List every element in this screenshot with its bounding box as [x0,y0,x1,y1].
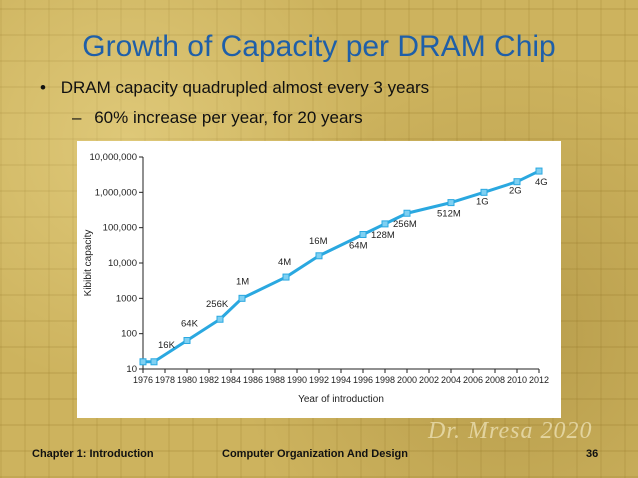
footer-chapter: Chapter 1: Introduction [32,448,154,460]
y-tick-label: 100 [121,329,137,340]
x-tick-label: 2004 [441,375,461,385]
footer-course: Computer Organization And Design [222,448,408,460]
y-tick-label: 1,000,000 [95,187,137,198]
x-tick-label: 1996 [353,375,373,385]
data-point-marker [315,252,323,260]
data-point-marker [359,231,367,239]
slide-title: Growth of Capacity per DRAM Chip [82,30,556,63]
bullet-2-marker: – [72,108,82,127]
x-tick-label: 2008 [485,375,505,385]
x-tick-label: 2010 [507,375,527,385]
x-tick-label: 1980 [177,375,197,385]
data-point-label: 4G [535,177,548,188]
data-point-label: 512M [437,209,461,220]
y-tick-label: 10,000 [108,258,137,269]
bullet-1-text: DRAM capacity quadrupled almost every 3 … [60,78,430,97]
x-tick-label: 1982 [199,375,219,385]
x-axis-label: Year of introduction [298,394,384,405]
x-tick-label: 1984 [221,375,241,385]
data-point-marker [282,273,290,281]
data-point-marker [381,220,389,228]
data-point-label: 128M [371,230,395,241]
y-tick-label: 10 [126,364,137,375]
data-point-marker [183,337,191,345]
data-point-marker [403,209,411,217]
data-point-label: 16M [309,236,328,247]
y-tick-label: 100,000 [103,223,137,234]
x-tick-label: 1986 [243,375,263,385]
data-point-label: 2G [509,186,522,197]
x-tick-label: 1976 [133,375,153,385]
data-point-marker [447,199,455,207]
data-point-marker [216,315,224,323]
x-tick-label: 2000 [397,375,417,385]
x-tick-label: 2002 [419,375,439,385]
data-point-marker [139,358,147,366]
dram-capacity-chart: 10 100 1000 10,000 100,000 1,000,000 10,000,00… [83,152,549,405]
footer-page-number: 36 [586,448,599,460]
series-line [141,169,541,364]
data-point-marker [150,358,158,366]
y-tick-label: 1000 [116,293,137,304]
x-tick-label: 1988 [265,375,285,385]
data-point-marker [535,167,543,175]
bullet-1-marker: • [40,78,46,97]
bullet-1: • DRAM capacity quadrupled almost every … [40,78,429,98]
data-point-label: 4M [278,257,291,268]
y-axis-label: Kibibit capacity [83,230,94,297]
x-tick-label: 1998 [375,375,395,385]
x-tick-label: 2006 [463,375,483,385]
data-point-label: 1G [476,196,489,207]
x-tick-label: 1990 [287,375,307,385]
data-point-marker [238,294,246,302]
data-point-label: 1M [236,276,249,287]
x-tick-label: 1992 [309,375,329,385]
y-tick-label: 10,000,000 [89,152,137,163]
data-point-label: 64M [349,241,368,252]
x-tick-label: 2012 [529,375,549,385]
chart-container: 10 100 1000 10,000 100,000 1,000,000 10,000,00… [77,141,561,418]
data-point-label: 256M [393,219,417,230]
data-point-marker [480,188,488,196]
watermark: Dr. Mresa 2020 [428,418,593,444]
data-point-label: 16K [158,340,176,351]
data-point-label: 256K [206,299,229,310]
x-tick-label: 1994 [331,375,351,385]
data-point-marker [513,178,521,186]
bullet-2-text: 60% increase per year, for 20 years [94,108,363,127]
bullet-2: – 60% increase per year, for 20 years [72,108,363,128]
data-point-label: 64K [181,319,199,330]
x-tick-label: 1978 [155,375,175,385]
